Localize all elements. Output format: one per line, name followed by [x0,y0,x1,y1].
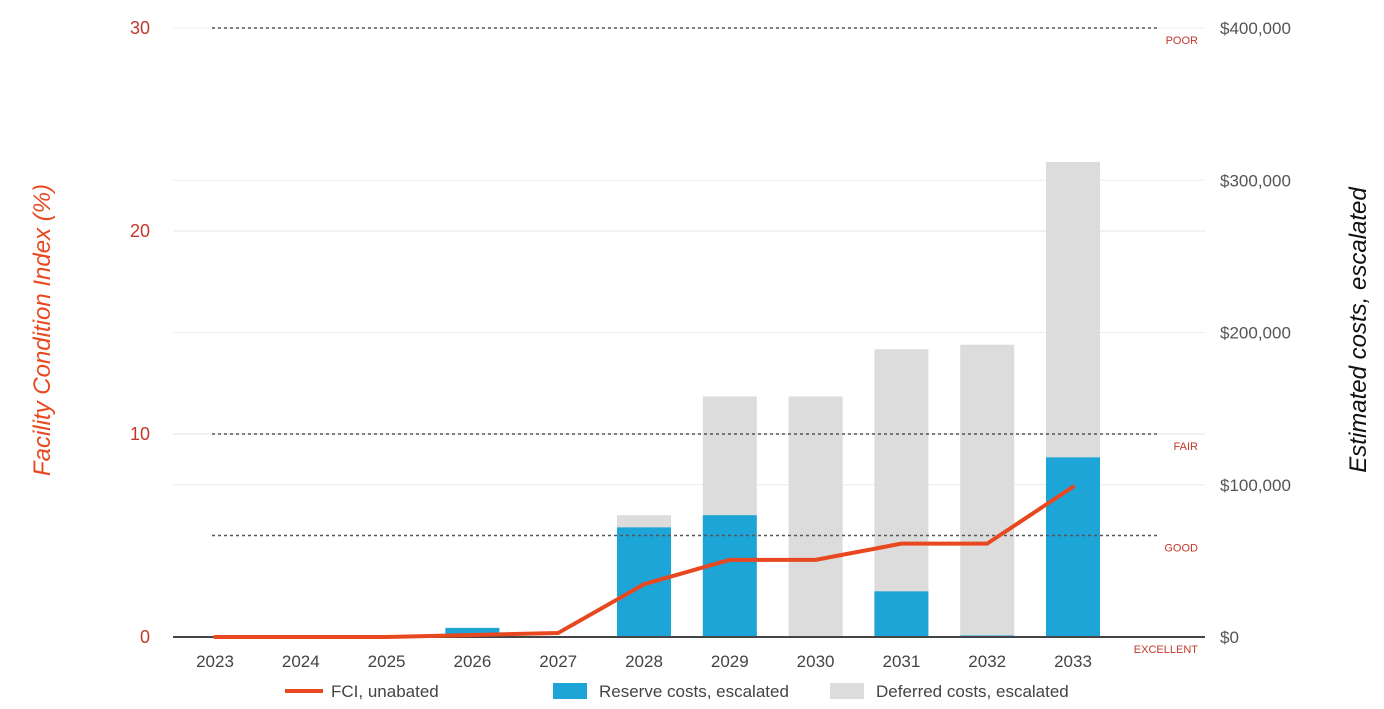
deferred-bar [874,349,929,637]
x-tick-label: 2026 [453,652,491,671]
right-axis-title: Estimated costs, escalated [1345,187,1372,473]
fci-point [814,558,818,562]
fci-point [470,633,474,637]
left-axis-title: Facility Condition Index (%) [29,184,56,476]
left-tick-label: 20 [130,221,150,241]
legend-label: Deferred costs, escalated [876,682,1069,701]
deferred-bar [960,344,1015,637]
threshold-label: POOR [1166,35,1198,47]
reserve-bar [445,627,500,637]
fci-point [728,558,732,562]
legend-label: Reserve costs, escalated [599,682,789,701]
left-tick-label: 30 [130,18,150,38]
right-tick-label: $200,000 [1220,324,1291,343]
fci-point [899,542,903,546]
left-tick-label: 0 [140,627,150,647]
deferred-bar [788,396,843,637]
fci-point [213,635,217,639]
x-tick-label: 2023 [196,652,234,671]
threshold-label: EXCELLENT [1134,644,1198,656]
right-tick-label: $0 [1220,628,1239,647]
reserve-bar [702,515,757,637]
fci-point [299,635,303,639]
x-tick-label: 2028 [625,652,663,671]
threshold-lines: EXCELLENT GOOD FAIR POOR [212,27,1199,656]
threshold-label: GOOD [1164,543,1198,555]
right-axis-ticks: $0 $100,000 $200,000 $300,000 $400,000 [1220,19,1291,647]
left-tick-label: 10 [130,424,150,444]
right-tick-label: $100,000 [1220,476,1291,495]
x-tick-label: 2032 [968,652,1006,671]
reserve-bar [874,591,929,637]
left-axis-ticks: 0 10 20 30 [130,18,150,647]
x-tick-label: 2033 [1054,652,1092,671]
fci-point [385,635,389,639]
bar-series [445,161,1100,638]
x-axis-ticks: 2023 2024 2025 2026 2027 2028 2029 2030 2031 2032… [196,652,1092,671]
legend-swatch-box [830,683,864,699]
threshold-label: FAIR [1174,441,1199,453]
x-tick-label: 2025 [368,652,406,671]
legend-swatch-box [553,683,587,699]
x-tick-label: 2024 [282,652,320,671]
fci-point [642,582,646,586]
x-tick-label: 2027 [539,652,577,671]
fci-point [985,542,989,546]
fci-point [556,631,560,635]
x-tick-label: 2029 [711,652,749,671]
legend-label: FCI, unabated [331,682,439,701]
fci-line-series [213,484,1075,639]
fci-point [1071,485,1075,489]
reserve-bar [1046,457,1100,637]
x-tick-label: 2031 [882,652,920,671]
x-tick-label: 2030 [797,652,835,671]
right-tick-label: $300,000 [1220,171,1291,190]
legend: FCI, unabated Reserve costs, escalated Def… [285,682,1069,701]
right-tick-label: $400,000 [1220,19,1291,38]
